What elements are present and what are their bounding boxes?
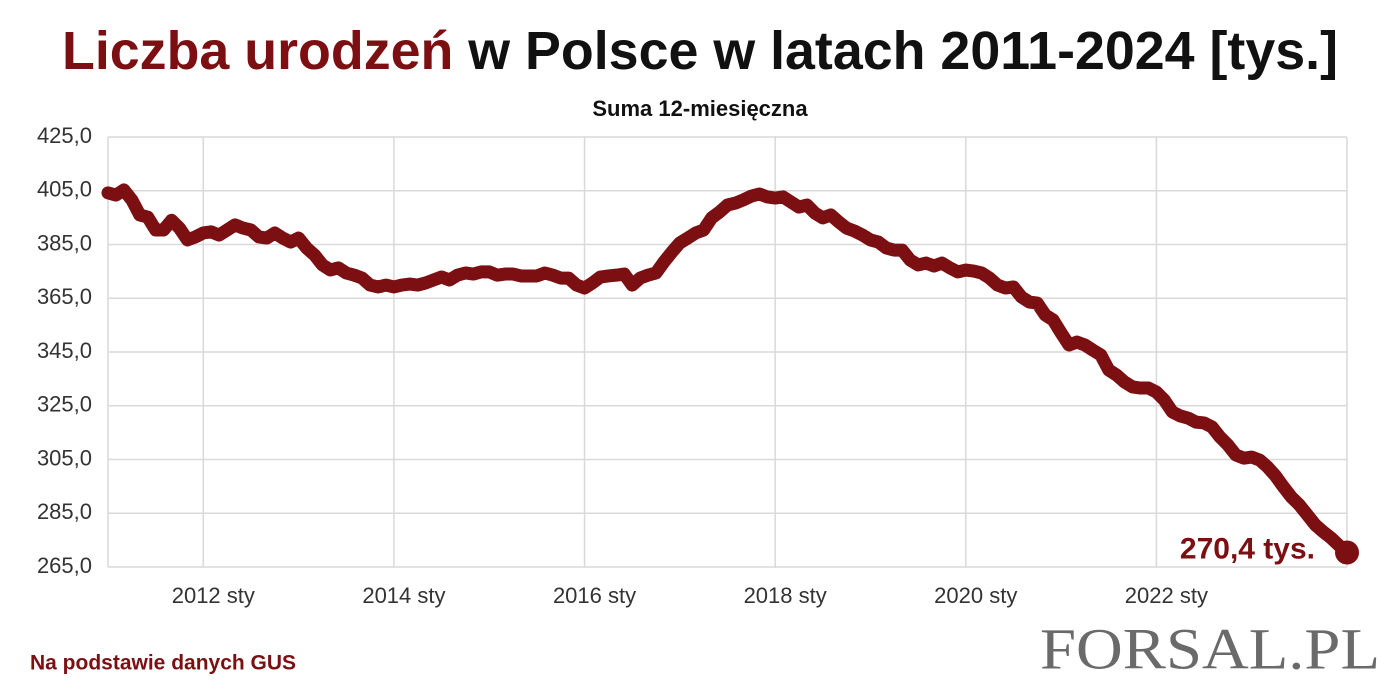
x-tick-label: 2020 sty <box>934 583 1017 608</box>
title-part: Liczba urodzeń <box>62 21 453 81</box>
x-tick-label: 2014 sty <box>362 583 445 608</box>
title-part: w Polsce w latach 2011-2024 [tys.] <box>467 21 1338 81</box>
source: Na podstawie danych GUS <box>30 652 296 675</box>
data-label: 270,4 tys. <box>1180 532 1315 565</box>
y-tick-label: 325,0 <box>37 392 92 417</box>
y-tick-label: 265,0 <box>37 553 92 578</box>
y-tick-label: 285,0 <box>37 499 92 524</box>
x-tick-label: 2022 sty <box>1125 583 1208 608</box>
chart-title: Liczba urodzeń w Polsce w latach 2011-20… <box>62 21 1338 81</box>
logo: FORSAL.PL <box>1040 616 1380 681</box>
y-tick-label: 365,0 <box>37 284 92 309</box>
y-tick-label: 425,0 <box>37 123 92 148</box>
subtitle: Suma 12-miesięczna <box>592 96 808 121</box>
y-tick-label: 385,0 <box>37 230 92 255</box>
x-tick-label: 2018 sty <box>744 583 827 608</box>
y-tick-label: 305,0 <box>37 445 92 470</box>
plot: 265,0 285,0 305,0 325,0 345,0 365,0 385,0 405,0… <box>37 123 1359 608</box>
end-marker <box>1335 540 1359 565</box>
x-tick-label: 2016 sty <box>553 583 636 608</box>
y-tick-label: 405,0 <box>37 177 92 202</box>
x-tick-label: 2012 sty <box>172 583 255 608</box>
data-line <box>101 183 1354 559</box>
y-tick-label: 345,0 <box>37 338 92 363</box>
